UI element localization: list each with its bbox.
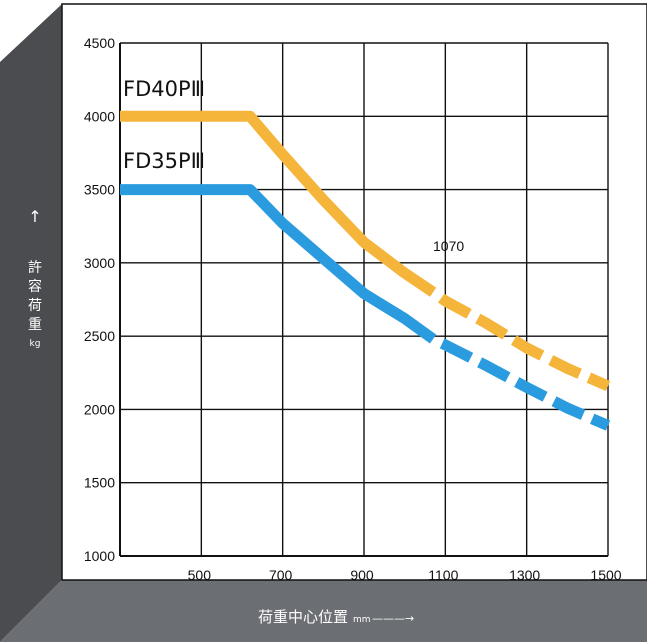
- series-line-fd35p-solid: [120, 184, 437, 344]
- y-axis-char-3: 荷: [28, 298, 42, 314]
- x-axis-unit: mm: [353, 615, 371, 625]
- series-line-fd40p-dashed: [429, 287, 611, 392]
- y-axis-arrow: ↑: [28, 207, 41, 226]
- x-tick-label-1100: 1100: [428, 567, 458, 583]
- series-line-fd35p-dashed: [430, 334, 611, 431]
- y-tick-label-1000: 1000: [84, 548, 115, 564]
- x-tick-label-1300: 1300: [509, 567, 540, 583]
- y-tick-label-1500: 1500: [84, 475, 115, 491]
- x-tick-label-1500: 1500: [590, 567, 621, 583]
- series-label-fd40p: FD40PⅢ: [123, 77, 205, 101]
- y-tick-label-3000: 3000: [84, 255, 115, 271]
- y-tick-label-4500: 4500: [84, 35, 115, 51]
- y-tick-label-3500: 3500: [84, 182, 115, 198]
- series-line-fd40p-solid: [120, 110, 437, 297]
- y-axis-char-4: 重: [28, 317, 42, 333]
- frame-left-panel: [0, 4, 62, 642]
- x-axis-title: 荷重中心位置 mm ———→: [258, 608, 414, 626]
- x-axis-arrow: ———→: [372, 612, 414, 625]
- y-axis-char-2: 容: [28, 278, 42, 295]
- series-label-fd35p: FD35PⅢ: [123, 149, 205, 173]
- x-tick-label-500: 500: [188, 567, 212, 583]
- y-tick-label-4000: 4000: [84, 108, 115, 124]
- annotation-1070: 1070: [433, 238, 464, 254]
- x-tick-label-900: 900: [350, 567, 374, 583]
- x-tick-label-700: 700: [269, 567, 293, 583]
- y-axis-title: ↑ 許 容 荷 重 kg: [28, 207, 42, 349]
- y-tick-label-2500: 2500: [84, 328, 115, 344]
- y-tick-label-2000: 2000: [84, 401, 115, 417]
- frame-bottom-panel: [0, 580, 647, 642]
- y-axis-char-1: 許: [28, 260, 42, 276]
- y-axis-unit: kg: [30, 339, 41, 349]
- x-axis-label: 荷重中心位置: [258, 608, 348, 626]
